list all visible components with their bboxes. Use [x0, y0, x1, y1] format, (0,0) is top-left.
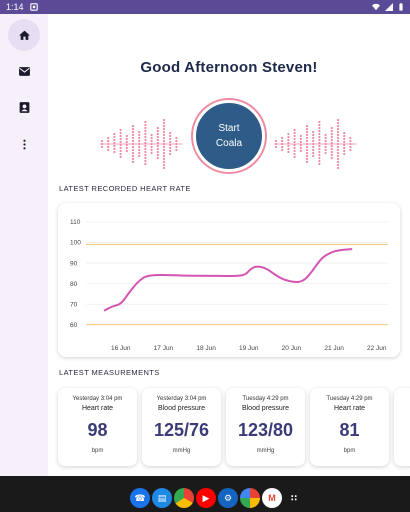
- y-tick-label: 60: [70, 322, 78, 329]
- greeting-title: Good Afternoon Steven!: [140, 59, 318, 76]
- wifi-icon: [372, 3, 380, 11]
- measurement-unit: mmHg: [172, 448, 191, 454]
- measurement-value: 125/76: [153, 420, 210, 440]
- home-icon: [18, 30, 30, 40]
- heart-rate-chart-card: 110 100 90 80 70 60 16 Jun 17 Jun 18 Jun 19 Jun 20…: [58, 203, 400, 357]
- measurements-section-title: LATEST MEASUREMENTS: [59, 368, 160, 377]
- measurement-type: Heart rate: [81, 405, 114, 412]
- heartbeat-pulse-graphic: [100, 118, 357, 170]
- y-tick-label: 80: [70, 281, 78, 288]
- y-tick-label: 70: [70, 301, 78, 308]
- nav-messages[interactable]: [8, 55, 40, 87]
- measurements-list: Yesterday 3:04 pm Heart rate 98 bpm Yesterda…: [58, 388, 410, 468]
- app-dock: ☎ ▤ ▶ ⚙ M ∷: [130, 484, 304, 512]
- messages-app-icon[interactable]: ▤: [152, 488, 172, 508]
- heart-rate-chart: 110 100 90 80 70 60 16 Jun 17 Jun 18 Jun 19 Jun 20…: [70, 219, 388, 352]
- measurement-card[interactable]: Tuesday 4:29 pm Heart rate 81 bpm: [310, 388, 389, 466]
- clock: 1:14: [6, 2, 24, 12]
- y-tick-label: 110: [70, 219, 81, 226]
- start-button-line1: Start: [218, 123, 240, 134]
- measurement-type: Blood pressure: [241, 405, 290, 412]
- measurement-time: Tuesday 4:29 pm: [326, 396, 373, 402]
- signal-icon: [385, 3, 393, 11]
- measurement-card[interactable]: M1: [394, 388, 410, 466]
- chrome-icon[interactable]: [174, 488, 194, 508]
- youtube-icon[interactable]: ▶: [196, 488, 216, 508]
- measurement-card[interactable]: Tuesday 4:29 pm Blood pressure 123/80 mmHg: [226, 388, 305, 466]
- heart-rate-section-title: LATEST RECORDED HEART RATE: [59, 184, 191, 193]
- photos-icon[interactable]: [240, 488, 260, 508]
- y-tick-label: 100: [70, 240, 81, 247]
- battery-icon: [399, 3, 403, 11]
- measurement-type: Blood pressure: [157, 405, 206, 412]
- main-content: Good Afternoon Steven! Start Coala LATES…: [48, 14, 410, 476]
- x-tick-label: 18 Jun: [196, 345, 216, 352]
- measurement-type: Heart rate: [333, 405, 366, 412]
- measurement-time: Yesterday 3:04 pm: [156, 396, 207, 402]
- x-tick-label: 19 Jun: [239, 345, 259, 352]
- measurement-card[interactable]: Yesterday 3:04 pm Blood pressure 125/76 mmH…: [142, 388, 221, 466]
- contact-card-icon: [19, 101, 29, 113]
- start-button-line2: Coala: [215, 138, 243, 149]
- notification-icon: [29, 3, 38, 11]
- app-drawer-icon[interactable]: ∷: [284, 488, 304, 508]
- x-tick-label: 22 Jun: [367, 345, 387, 352]
- measurement-value: 1: [394, 420, 410, 441]
- nav-more[interactable]: [8, 128, 40, 160]
- status-bar: 1:14: [0, 0, 410, 14]
- x-tick-label: 20 Jun: [282, 345, 302, 352]
- navigation-rail: [0, 14, 48, 476]
- mail-icon: [18, 66, 30, 76]
- measurement-time: Tuesday 4:29 pm: [242, 396, 289, 402]
- nav-home[interactable]: [8, 19, 40, 51]
- measurement-value: 81: [339, 420, 360, 440]
- heart-rate-series-line: [103, 248, 353, 312]
- measurement-unit: bpm: [91, 448, 104, 454]
- measurement-time: Yesterday 3:04 pm: [72, 396, 123, 402]
- y-tick-label: 90: [70, 260, 78, 267]
- gmail-icon[interactable]: M: [262, 488, 282, 508]
- nav-contacts[interactable]: [8, 91, 40, 123]
- measurement-value: 98: [87, 420, 108, 440]
- phone-icon[interactable]: ☎: [130, 488, 150, 508]
- x-tick-label: 17 Jun: [154, 345, 174, 352]
- measurement-unit: bpm: [343, 448, 356, 454]
- settings-icon[interactable]: ⚙: [218, 488, 238, 508]
- measurement-unit: mmHg: [256, 448, 275, 454]
- measurement-card[interactable]: Yesterday 3:04 pm Heart rate 98 bpm: [58, 388, 137, 466]
- x-tick-label: 16 Jun: [111, 345, 131, 352]
- start-coala-button[interactable]: Start Coala: [193, 100, 265, 172]
- x-tick-label: 21 Jun: [324, 345, 344, 352]
- measurement-value: 123/80: [237, 420, 294, 440]
- measurement-time: M: [394, 396, 410, 402]
- more-vertical-icon: [22, 139, 26, 149]
